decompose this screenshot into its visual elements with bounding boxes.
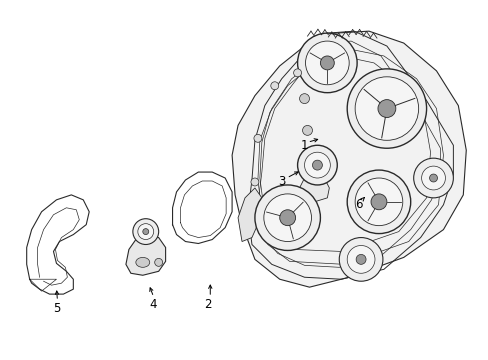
Polygon shape xyxy=(126,235,165,275)
Polygon shape xyxy=(232,31,466,287)
Ellipse shape xyxy=(136,257,149,267)
Circle shape xyxy=(293,69,301,77)
Circle shape xyxy=(421,166,445,190)
Circle shape xyxy=(299,94,309,104)
Circle shape xyxy=(305,41,348,85)
Circle shape xyxy=(279,210,295,226)
Circle shape xyxy=(320,56,334,70)
Text: 2: 2 xyxy=(204,297,212,311)
Circle shape xyxy=(355,255,366,264)
Circle shape xyxy=(154,258,163,266)
Circle shape xyxy=(297,145,337,185)
Circle shape xyxy=(428,174,437,182)
Text: 3: 3 xyxy=(278,175,285,189)
Circle shape xyxy=(413,158,452,198)
Circle shape xyxy=(302,125,312,135)
Circle shape xyxy=(312,160,322,170)
Circle shape xyxy=(142,229,148,235)
Polygon shape xyxy=(299,172,328,202)
Circle shape xyxy=(297,33,356,93)
Text: 1: 1 xyxy=(300,139,307,152)
Text: 5: 5 xyxy=(53,302,60,315)
Circle shape xyxy=(254,185,320,251)
Circle shape xyxy=(304,152,330,178)
Circle shape xyxy=(138,224,153,239)
Circle shape xyxy=(339,238,382,281)
Polygon shape xyxy=(238,188,262,242)
Circle shape xyxy=(370,194,386,210)
Circle shape xyxy=(133,219,158,244)
Circle shape xyxy=(354,77,418,140)
Circle shape xyxy=(250,178,258,186)
Circle shape xyxy=(264,194,311,242)
Circle shape xyxy=(346,170,410,234)
Circle shape xyxy=(253,134,262,142)
Text: 6: 6 xyxy=(355,198,362,211)
Circle shape xyxy=(377,100,395,117)
Circle shape xyxy=(270,82,278,90)
Circle shape xyxy=(354,178,402,226)
Text: 4: 4 xyxy=(149,297,156,311)
Circle shape xyxy=(346,246,374,273)
Circle shape xyxy=(346,69,426,148)
